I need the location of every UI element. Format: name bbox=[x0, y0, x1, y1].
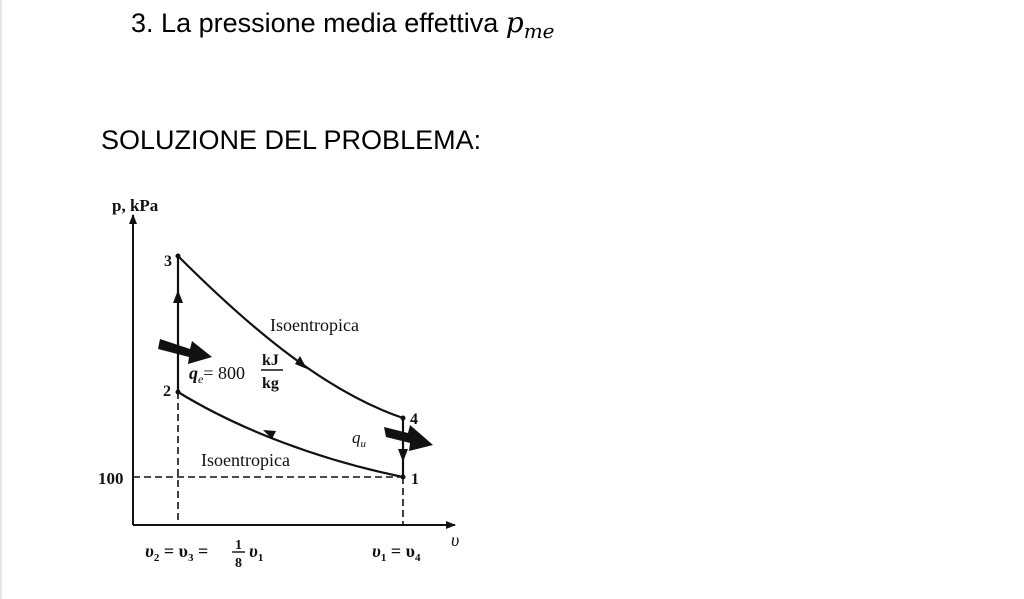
isentropic-label-upper: Isoentropica bbox=[270, 315, 359, 335]
point-label-1: 1 bbox=[411, 471, 419, 488]
page-left-border bbox=[0, 0, 2, 599]
point-label-2: 2 bbox=[163, 383, 171, 400]
volume-fraction-denominator: 8 bbox=[235, 556, 242, 571]
question-heading: 3. La pressione media effettiva pme bbox=[131, 4, 555, 50]
state-point-4 bbox=[400, 415, 406, 421]
volume-fraction-numerator: 1 bbox=[235, 538, 242, 553]
isentropic-compression-arrowhead bbox=[263, 430, 276, 439]
x-axis-label: υ bbox=[451, 530, 459, 550]
volume-label-right: υ1 = υ4 bbox=[372, 541, 421, 564]
heat-in-unit-numerator: kJ bbox=[262, 352, 279, 369]
state-point-2 bbox=[175, 389, 181, 395]
state-point-3 bbox=[175, 253, 181, 259]
point-label-3: 3 bbox=[164, 253, 172, 270]
question-text: La pressione media effettiva bbox=[161, 8, 499, 38]
heat-in-unit-denominator: kg bbox=[262, 375, 279, 392]
mean-effective-pressure-symbol: pme bbox=[505, 6, 555, 43]
point-label-4: 4 bbox=[410, 411, 418, 428]
isentropic-compression-curve bbox=[177, 391, 404, 479]
isentropic-expansion-arrowhead bbox=[295, 356, 307, 369]
state-point-1 bbox=[400, 474, 406, 480]
heat-in-label: qe= 800 bbox=[189, 363, 245, 386]
question-number: 3. bbox=[131, 8, 154, 38]
y-axis-label: p, kPa bbox=[112, 196, 159, 215]
isentropic-label-lower: Isoentropica bbox=[201, 450, 290, 470]
solution-title: SOLUZIONE DEL PROBLEMA: bbox=[101, 125, 482, 155]
volume-label-left: υ2 = υ3 = bbox=[145, 541, 208, 564]
pressure-tick-100: 100 bbox=[98, 469, 124, 488]
heat-out-arrow-icon bbox=[384, 425, 433, 451]
heat-out-label: qu bbox=[352, 428, 367, 450]
process-4-1-arrowhead bbox=[398, 449, 408, 462]
volume-label-left-suffix: υ1 bbox=[249, 541, 263, 564]
isentropic-expansion-curve bbox=[177, 255, 404, 420]
process-2-3-arrowhead bbox=[173, 290, 183, 303]
heat-in-arrow-icon bbox=[158, 339, 212, 364]
